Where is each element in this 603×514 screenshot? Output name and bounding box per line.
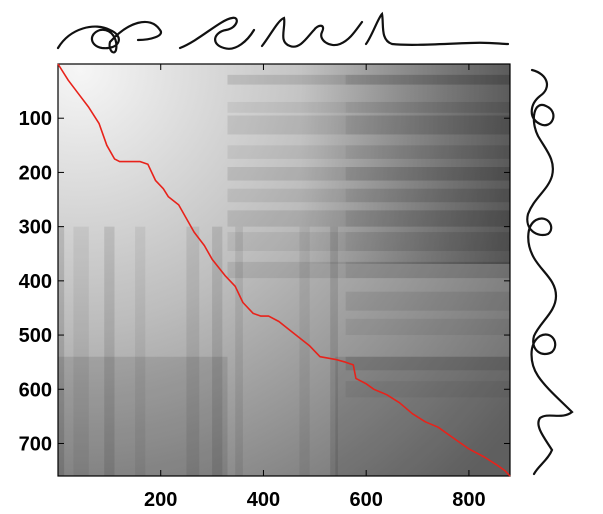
- y-tick-label: 500: [19, 325, 52, 347]
- heatmap-texture-band: [235, 226, 243, 476]
- y-tick-label: 300: [19, 217, 52, 239]
- x-tick-label: 600: [349, 489, 382, 511]
- heatmap-texture-band: [345, 381, 510, 398]
- heatmap-texture-band: [345, 74, 510, 85]
- heatmap-texture-band: [345, 210, 510, 227]
- x-tick-label: 800: [452, 489, 485, 511]
- heatmap-texture-band: [73, 226, 89, 476]
- y-tick-label: 600: [19, 379, 52, 401]
- right-signal-trace: [526, 68, 574, 476]
- heatmap-texture-band: [227, 210, 346, 227]
- heatmap-texture-band: [227, 115, 346, 135]
- y-tick-label: 700: [19, 433, 52, 455]
- heatmap-texture-band: [227, 74, 346, 85]
- y-tick-label: 200: [19, 162, 52, 184]
- heatmap-texture-band: [186, 226, 200, 476]
- y-tick-label: 100: [19, 108, 52, 130]
- heatmap-texture-band: [227, 101, 346, 113]
- heatmap-texture-band: [135, 226, 146, 476]
- heatmap-texture-band: [227, 188, 346, 203]
- top-signal-trace: [56, 11, 510, 54]
- warping-path-line: [57, 63, 511, 477]
- heatmap-texture-band: [345, 115, 510, 135]
- heatmap-texture-band: [104, 226, 115, 476]
- heatmap-texture-band: [335, 356, 510, 476]
- heatmap-texture-band: [345, 318, 510, 336]
- heatmap-texture-band: [227, 261, 346, 279]
- heatmap-top-right-shade: [58, 64, 510, 264]
- heatmap-texture-band: [345, 232, 510, 252]
- heatmap-texture-band: [330, 226, 338, 476]
- heatmap-texture-band: [345, 188, 510, 203]
- heatmap-texture-band: [345, 291, 510, 311]
- plot-frame: [57, 63, 511, 477]
- heatmap-texture-band: [345, 261, 510, 279]
- heatmap-texture-band: [299, 226, 310, 476]
- heatmap-texture-band: [227, 232, 346, 252]
- heatmap-texture-band: [345, 356, 510, 371]
- heatmap-texture-band: [345, 167, 510, 181]
- heatmap-texture-band: [345, 101, 510, 113]
- heatmap-texture-band: [212, 226, 223, 476]
- x-tick-label: 200: [144, 489, 177, 511]
- x-tick-label: 400: [247, 489, 280, 511]
- heatmap-texture-band: [58, 356, 228, 476]
- heatmap-texture-band: [58, 226, 65, 476]
- heatmap-texture-band: [227, 145, 346, 159]
- y-tick-label: 400: [19, 271, 52, 293]
- heatmap: [58, 64, 510, 476]
- heatmap-texture-band: [227, 167, 346, 181]
- heatmap-texture-band: [345, 145, 510, 159]
